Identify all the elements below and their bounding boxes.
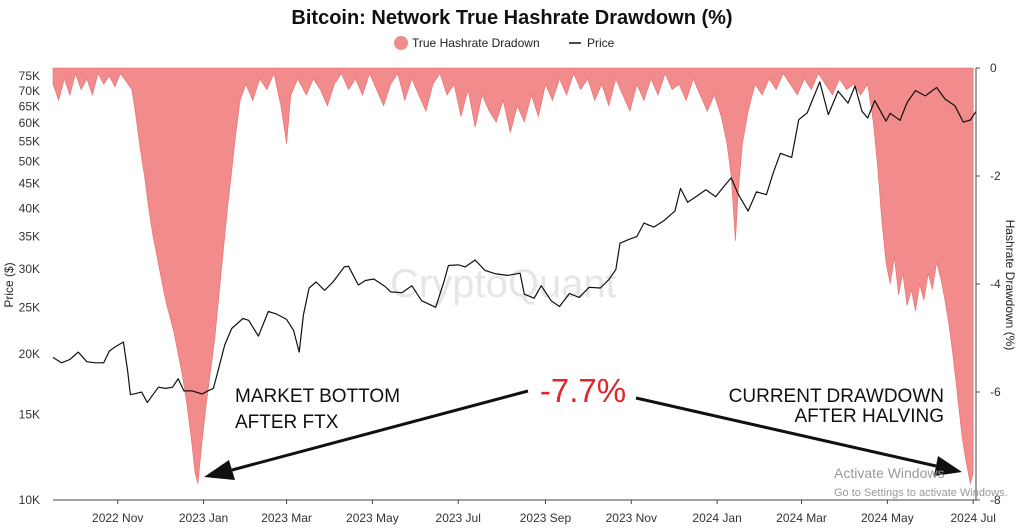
x-tick-label: 2022 Nov	[92, 511, 143, 525]
legend-swatch-drawdown	[394, 36, 408, 50]
right-tick-label: -6	[990, 385, 1001, 399]
left-ticks: 10K 15K 20K 25K 30K 35K 40K 45K 50K 55K 60K 65K70K7…	[19, 69, 40, 507]
left-tick-label: 55K	[19, 134, 40, 148]
left-tick-label: 30K	[19, 262, 40, 276]
left-tick-label: 15K	[19, 408, 40, 422]
legend: True Hashrate Dradown Price	[394, 36, 615, 50]
legend-label-price: Price	[587, 36, 615, 50]
x-tick-label: 2024 Mar	[776, 511, 827, 525]
right-tick-label: -4	[990, 277, 1001, 291]
left-tick-label: 25K	[19, 300, 40, 314]
price-line	[52, 81, 977, 404]
x-tick-label: 2023 Mar	[261, 511, 312, 525]
left-tick-label: 50K	[19, 155, 40, 169]
chart-title: Bitcoin: Network True Hashrate Drawdown …	[291, 7, 732, 29]
annotation-market-bottom-line2: AFTER FTX	[235, 412, 339, 433]
annotation-current-drawdown: CURRENT DRAWDOWN AFTER HALVING	[729, 386, 944, 427]
left-tick-label: 60K	[19, 116, 40, 130]
x-tick-label: 2023 May	[346, 511, 399, 525]
left-tick-label: 75K	[19, 69, 40, 83]
x-tick-label: 2023 Jul	[436, 511, 481, 525]
x-tick-label: 2023 Jan	[179, 511, 228, 525]
x-tick-label: 2023 Nov	[606, 511, 657, 525]
left-tick-label: 35K	[19, 230, 40, 244]
annotation-market-bottom-line1: MARKET BOTTOM	[235, 386, 400, 407]
left-tick-label: 45K	[19, 177, 40, 191]
right-axis-label: Hashrate Drawdown (%)	[1003, 220, 1017, 351]
right-tick-label: 0	[990, 61, 997, 75]
annotation-current-drawdown-line2: AFTER HALVING	[794, 406, 944, 427]
left-axis-label: Price ($)	[2, 262, 16, 307]
drawdown-area-layer	[52, 67, 974, 484]
price-line-layer	[52, 81, 977, 404]
annotation-current-drawdown-line1: CURRENT DRAWDOWN	[729, 386, 944, 407]
annotation-drawdown-value: -7.7%	[540, 372, 626, 409]
left-tick-label: 10K	[19, 493, 40, 507]
right-tick-label: -8	[990, 493, 1001, 507]
right-tick-label: -2	[990, 169, 1001, 183]
left-tick-label: 40K	[19, 201, 40, 215]
left-tick-label: 20K	[19, 347, 40, 361]
drawdown-area	[52, 67, 974, 484]
x-tick-label: 2024 Jul	[950, 511, 995, 525]
x-tick-label: 2024 Jan	[692, 511, 741, 525]
legend-label-drawdown: True Hashrate Dradown	[412, 36, 540, 50]
arrow-head-left	[204, 460, 235, 480]
left-tick-label: 65K	[19, 99, 40, 113]
right-ticks: 0 -2 -4 -6 -8	[976, 61, 1001, 507]
x-tick-label: 2024 May	[861, 511, 914, 525]
x-ticks: 2022 Nov 2023 Jan 2023 Mar 2023 May 2023 Jul…	[92, 500, 996, 525]
left-tick-label: 70K	[19, 84, 40, 98]
arrow-to-current-drawdown	[635, 396, 962, 476]
arrow-to-market-bottom	[204, 389, 529, 480]
annotation-market-bottom: MARKET BOTTOM AFTER FTX	[235, 386, 400, 433]
activate-windows-subtitle: Go to Settings to activate Windows.	[834, 487, 1008, 499]
activate-windows-title: Activate Windows	[834, 465, 944, 481]
watermark: CryptoQuant	[390, 262, 617, 306]
arrow-head-right	[934, 456, 962, 476]
x-tick-label: 2023 Sep	[520, 511, 572, 525]
